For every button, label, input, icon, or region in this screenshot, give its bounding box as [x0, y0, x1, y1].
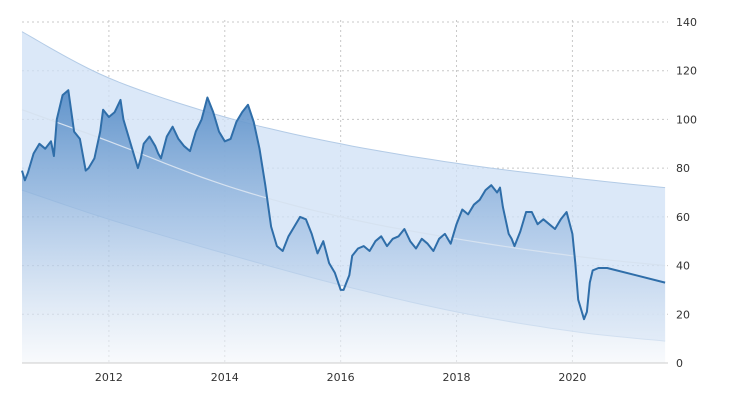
y-tick-label: 20: [676, 308, 690, 321]
x-tick-label: 2018: [443, 371, 471, 384]
y-tick-label: 0: [676, 357, 683, 370]
x-tick-label: 2016: [327, 371, 355, 384]
x-tick-label: 2014: [211, 371, 239, 384]
y-tick-label: 80: [676, 162, 690, 175]
y-tick-label: 40: [676, 260, 690, 273]
x-tick-label: 2012: [95, 371, 123, 384]
y-tick-label: 100: [676, 113, 697, 126]
series-area: [21, 89, 666, 363]
trend-upper-line: [21, 31, 666, 189]
y-tick-label: 140: [676, 16, 697, 29]
series-area-fill: [22, 90, 666, 363]
y-tick-label: 120: [676, 65, 697, 78]
y-tick-label: 60: [676, 211, 690, 224]
trend-center-line: [21, 109, 666, 267]
axes: 0 20 40 60 80 100 120 140 2012 2014 2016 2018 2020: [22, 16, 697, 384]
x-tick-label: 2020: [558, 371, 586, 384]
series-line: [21, 89, 666, 321]
